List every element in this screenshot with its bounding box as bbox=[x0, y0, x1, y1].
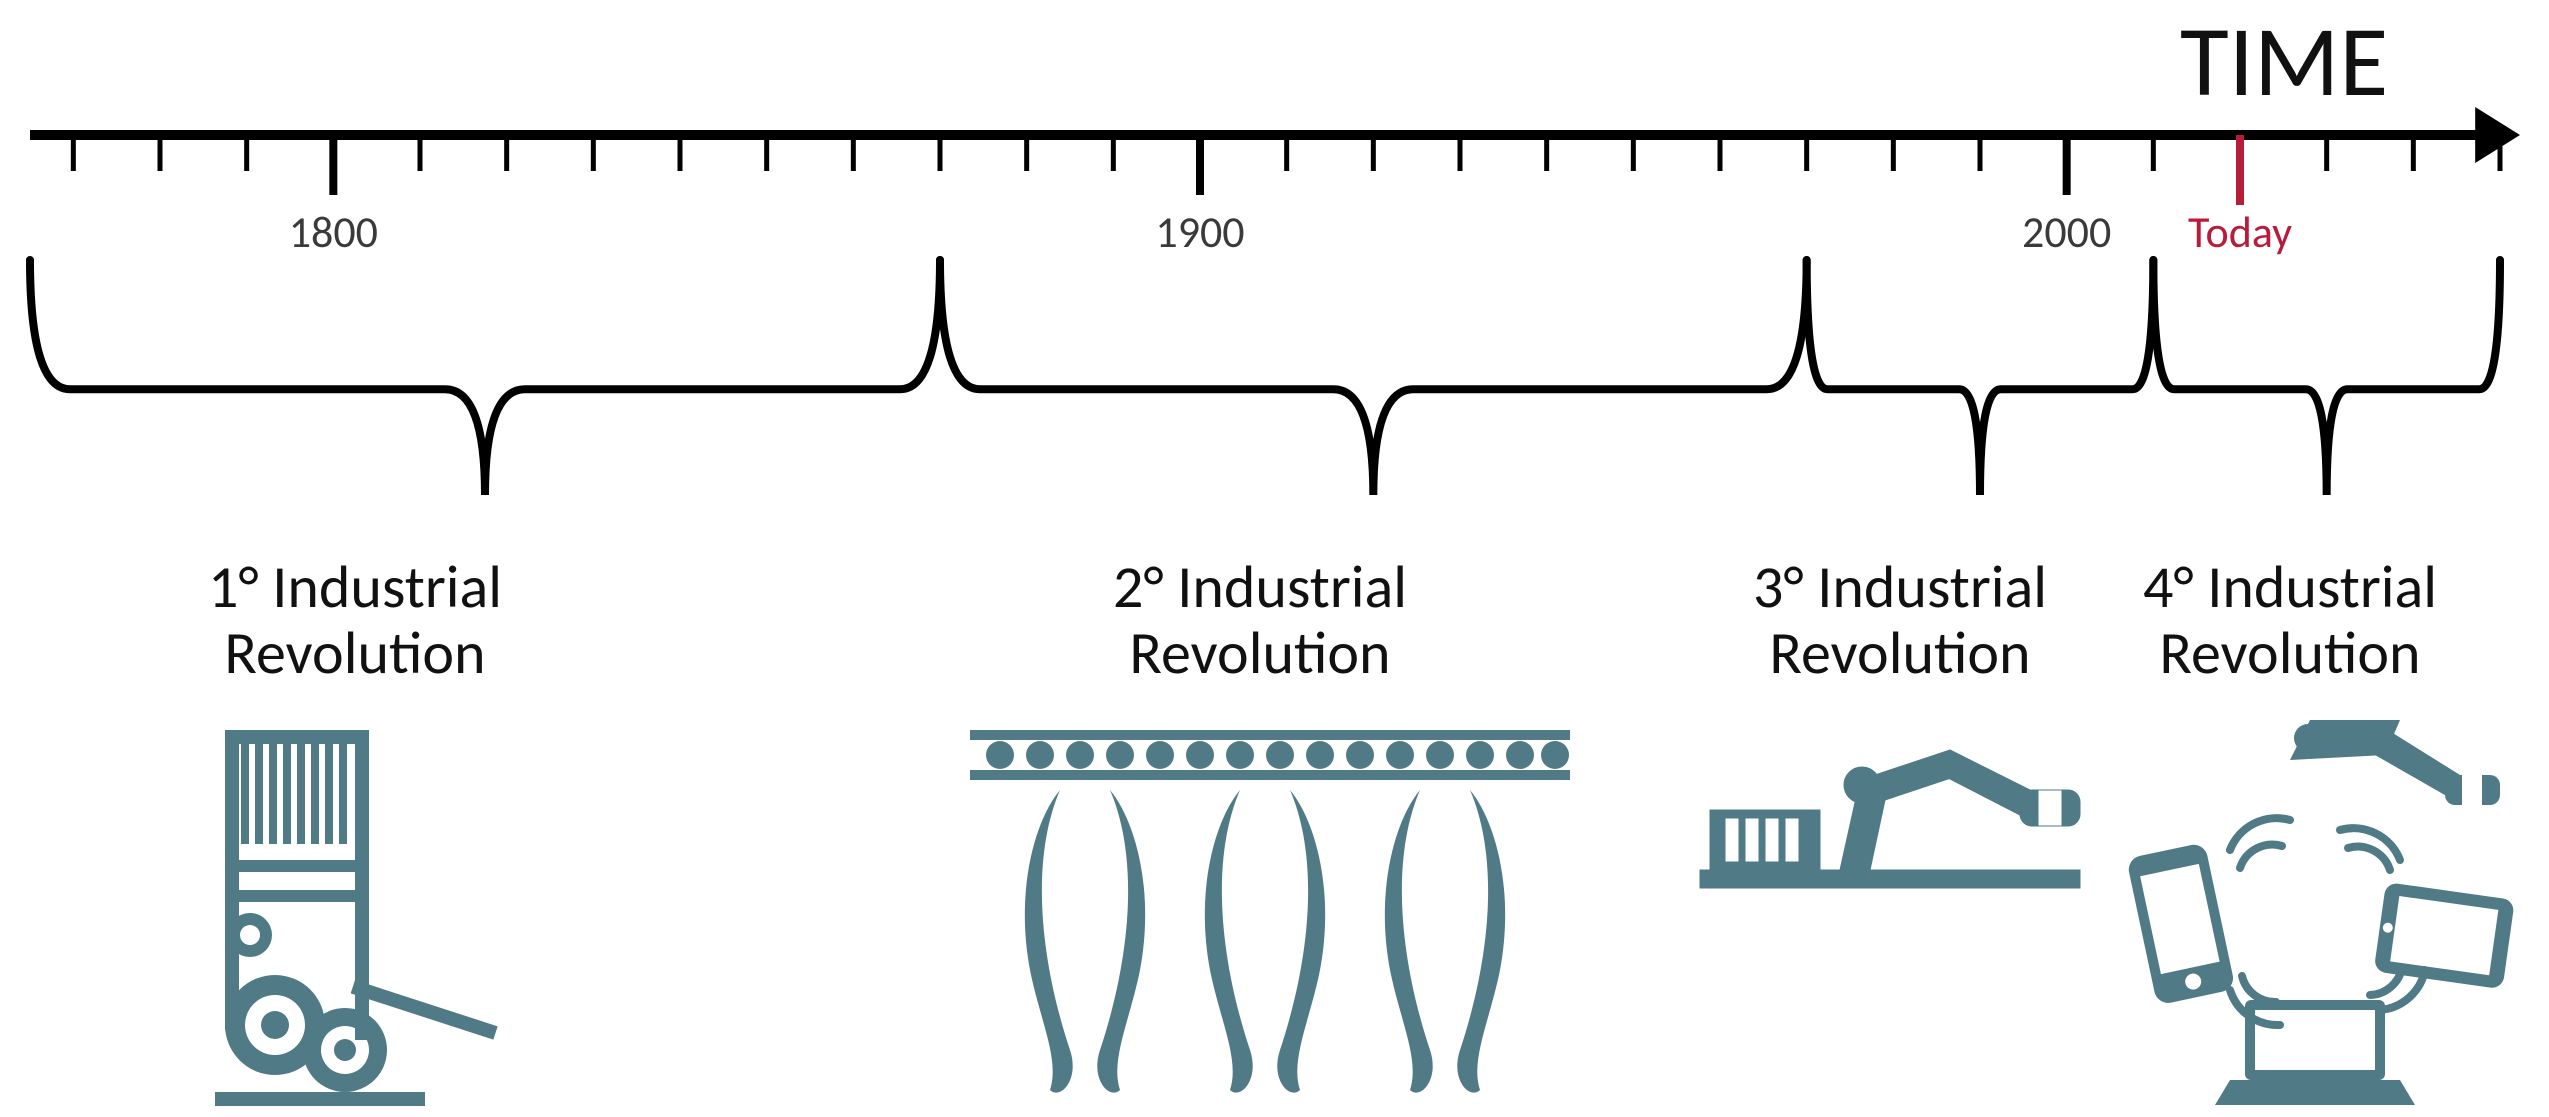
rev4-title: 4° Industrial Revolution bbox=[2080, 555, 2500, 687]
rev1-brace bbox=[30, 260, 940, 495]
axis-year-label: 1800 bbox=[289, 205, 378, 259]
steam-loom-icon bbox=[155, 720, 535, 1117]
era-braces bbox=[0, 0, 2549, 600]
rev2-title-line1: 2° Industrial bbox=[1113, 551, 1407, 624]
axis-year-label: 2000 bbox=[2022, 205, 2111, 259]
iot-devices-icon bbox=[2080, 720, 2520, 1117]
robot-arm-icon bbox=[1690, 720, 2110, 980]
rev1-title-line2: Revolution bbox=[224, 617, 485, 690]
rev4-title-line2: Revolution bbox=[2159, 617, 2420, 690]
rev2-brace bbox=[940, 260, 1807, 495]
rev1-title: 1° Industrial Revolution bbox=[95, 555, 615, 687]
rev3-brace bbox=[1807, 260, 2154, 495]
assembly-line-icon bbox=[960, 720, 1580, 1117]
rev3-title-line2: Revolution bbox=[1769, 617, 2030, 690]
rev4-brace bbox=[2153, 260, 2500, 495]
rev4-title-line1: 4° Industrial bbox=[2143, 551, 2437, 624]
axis-today-label: Today bbox=[2188, 205, 2292, 259]
diagram-frame: TIME 1° Industrial Revolution 2° Industr… bbox=[0, 0, 2549, 1117]
rev1-title-line1: 1° Industrial bbox=[208, 551, 502, 624]
rev3-title-line1: 3° Industrial bbox=[1753, 551, 2047, 624]
rev3-title: 3° Industrial Revolution bbox=[1690, 555, 2110, 687]
rev2-title-line2: Revolution bbox=[1129, 617, 1390, 690]
rev2-title: 2° Industrial Revolution bbox=[1000, 555, 1520, 687]
axis-year-label: 1900 bbox=[1155, 205, 1244, 259]
